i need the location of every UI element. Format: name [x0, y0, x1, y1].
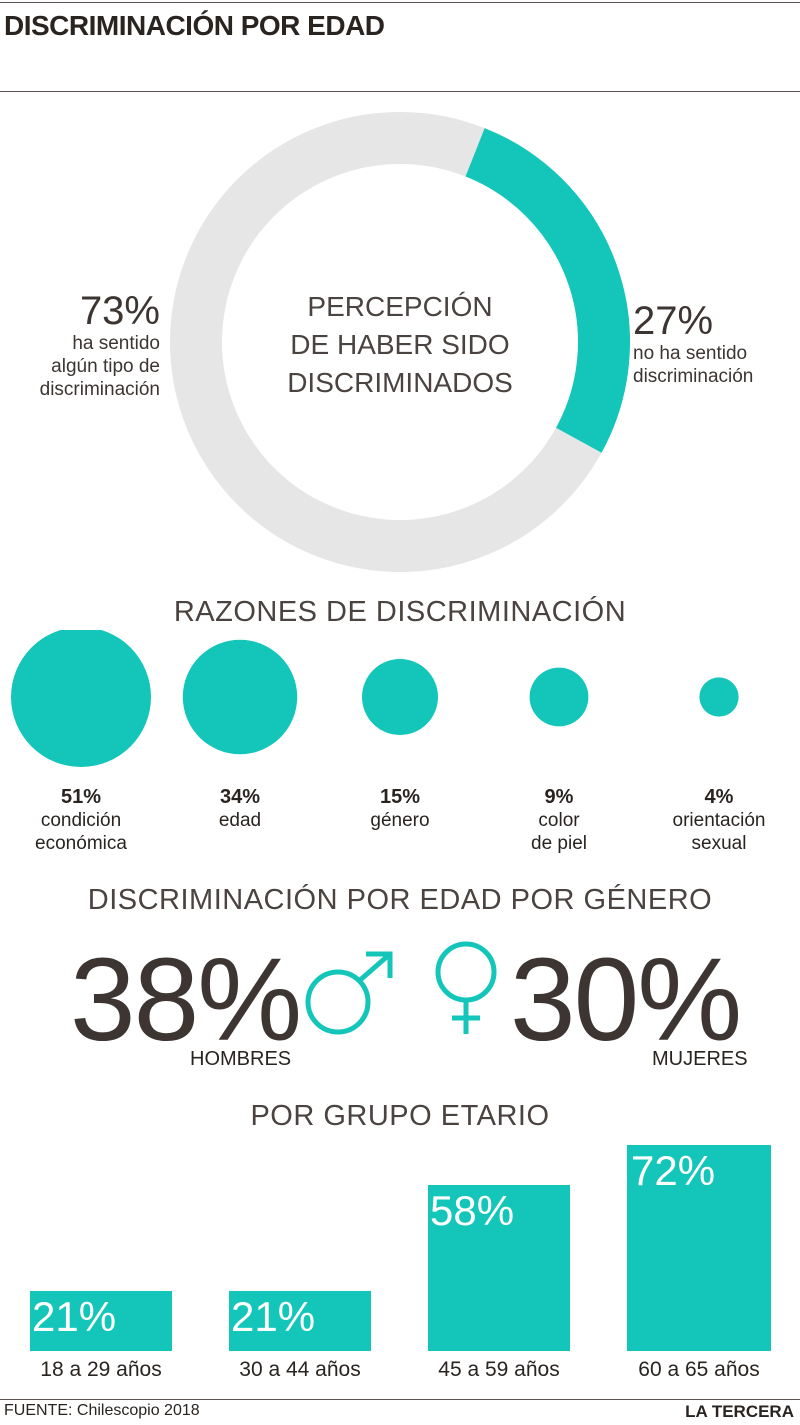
- reason-label-line-1: edad: [218, 810, 262, 831]
- bar-value-label: 21%: [32, 1292, 117, 1340]
- felt-text-line-2: algún tipo de: [51, 356, 160, 377]
- bar-value-label: 21%: [231, 1292, 316, 1340]
- brand-logo: LA TERCERA: [685, 1402, 794, 1421]
- center-line-1: PERCEPCIÓN: [307, 291, 493, 322]
- bubble-color-de-piel: [529, 667, 589, 727]
- donut-slice-not-felt: [465, 128, 630, 453]
- source-note: FUENTE: Chilescopio 2018: [4, 1402, 200, 1419]
- bar-30-44: [229, 1290, 371, 1351]
- footer-rule: [0, 1399, 800, 1400]
- donut-label-felt: 73% ha sentido algún tipo de discriminac…: [10, 290, 160, 401]
- reason-item: 51% condición económica: [6, 786, 156, 855]
- bar-45-59: [428, 1185, 570, 1351]
- bubble-genero: [362, 659, 438, 735]
- reason-label-line-1: género: [370, 810, 430, 831]
- men-percent: 38%: [70, 934, 302, 1066]
- reason-label-line-1: condición: [40, 810, 122, 831]
- not-felt-text-line-2: discriminación: [633, 366, 754, 387]
- header-rule: [0, 91, 800, 92]
- reason-label-line-2: sexual: [691, 833, 747, 854]
- men-label: HOMBRES: [190, 1048, 292, 1070]
- reason-percent: 51%: [60, 786, 102, 808]
- bubble-condicion-economica: [11, 630, 151, 767]
- bubble-orientacion-sexual: [699, 677, 739, 717]
- donut-chart: [170, 112, 630, 572]
- bar-category-label: 60 a 65 años: [638, 1358, 760, 1381]
- reason-label-line-2: económica: [35, 833, 127, 854]
- felt-percent: 73%: [79, 289, 160, 333]
- reasons-title: RAZONES DE DISCRIMINACIÓN: [173, 596, 627, 628]
- bar-value-label: 72%: [631, 1147, 716, 1194]
- reason-item: 15% género: [325, 786, 475, 832]
- bar-18-29: [30, 1290, 172, 1351]
- page-title: DISCRIMINACIÓN POR EDAD: [4, 10, 385, 41]
- women-percent: 30%: [510, 934, 742, 1066]
- donut-label-not-felt: 27% no ha sentido discriminación: [633, 300, 793, 388]
- felt-text-line-1: ha sentido: [72, 333, 160, 354]
- women-label: MUJERES: [652, 1048, 748, 1070]
- bar-60-65: [627, 1145, 771, 1351]
- reason-percent: 15%: [379, 786, 421, 808]
- bar-category-label: 18 a 29 años: [40, 1358, 162, 1381]
- center-line-3: DISCRIMINADOS: [287, 367, 513, 398]
- donut-center-label: PERCEPCIÓN DE HABER SIDO DISCRIMINADOS: [250, 288, 550, 402]
- reason-item: 4% orientación sexual: [644, 786, 794, 855]
- bar-value-label: 58%: [430, 1187, 515, 1235]
- reasons-bubbles: [11, 630, 739, 767]
- age-group-title: POR GRUPO ETARIO: [250, 1100, 550, 1132]
- gender-title: DISCRIMINACIÓN POR EDAD POR GÉNERO: [87, 884, 713, 916]
- reason-percent: 4%: [704, 786, 734, 808]
- male-icon: [305, 951, 393, 1035]
- reason-item: 34% edad: [165, 786, 315, 832]
- center-line-2: DE HABER SIDO: [290, 329, 510, 360]
- reason-item: 9% color de piel: [484, 786, 634, 855]
- donut-slice-felt: [170, 112, 602, 572]
- reason-label-line-1: color: [538, 810, 580, 831]
- top-rule: [0, 2, 800, 3]
- not-felt-text-line-1: no ha sentido: [633, 343, 748, 364]
- female-icon: [435, 941, 497, 1034]
- bar-category-label: 45 a 59 años: [438, 1358, 560, 1381]
- felt-text-line-3: discriminación: [39, 379, 160, 400]
- reason-label-line-2: de piel: [531, 833, 587, 854]
- reason-percent: 34%: [219, 786, 261, 808]
- bubble-edad: [182, 639, 298, 755]
- not-felt-percent: 27%: [633, 299, 714, 343]
- reason-label-line-1: orientación: [672, 810, 766, 831]
- bar-category-label: 30 a 44 años: [239, 1358, 361, 1381]
- reason-percent: 9%: [544, 786, 574, 808]
